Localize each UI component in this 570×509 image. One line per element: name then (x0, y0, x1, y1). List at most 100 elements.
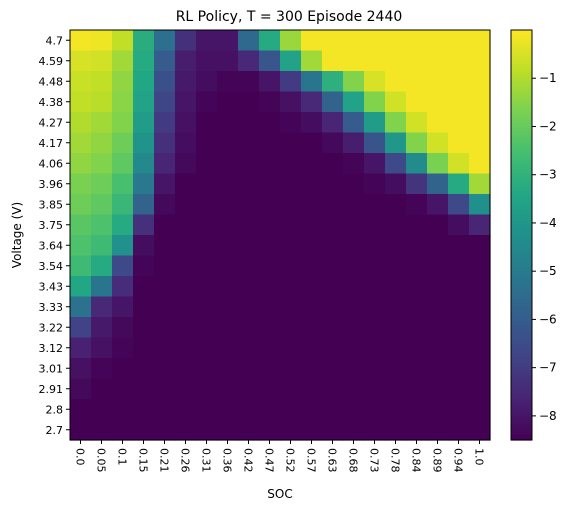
colorbar-segment (511, 182, 532, 185)
heatmap-cell (91, 419, 113, 441)
heatmap-cell (322, 173, 344, 195)
colorbar-segment (511, 268, 532, 271)
heatmap-cell (238, 235, 260, 257)
colorbar-segment (511, 118, 532, 121)
heatmap-cell (469, 153, 491, 175)
colorbar-segment (511, 190, 532, 193)
heatmap-cell (70, 132, 92, 154)
heatmap-cell (301, 235, 323, 257)
colorbar-tick-label: −4 (539, 216, 557, 230)
heatmap-cell (322, 317, 344, 339)
heatmap-cell (406, 50, 428, 72)
colorbar-segment (511, 340, 532, 343)
heatmap-cell (133, 30, 155, 52)
heatmap-cell (343, 173, 365, 195)
heatmap-cell (217, 358, 239, 380)
heatmap-cell (259, 419, 281, 441)
y-tick-label: 3.12 (39, 342, 64, 355)
colorbar-segment (511, 224, 532, 227)
heatmap-cell (175, 214, 197, 236)
colorbar-segment (511, 240, 532, 243)
heatmap-cell (364, 194, 386, 216)
colorbar-segment (511, 166, 532, 169)
heatmap-cell (154, 276, 176, 298)
colorbar-segment (511, 184, 532, 187)
heatmap-cell (448, 112, 470, 134)
colorbar-segment (511, 260, 532, 263)
heatmap-cell (112, 378, 134, 400)
heatmap-cell (364, 173, 386, 195)
heatmap-cell (406, 255, 428, 277)
colorbar-segment (511, 412, 532, 415)
colorbar-segment (511, 38, 532, 41)
heatmap-cell (322, 296, 344, 318)
heatmap-cell (259, 194, 281, 216)
colorbar-segment (511, 36, 532, 39)
heatmap-cell (322, 358, 344, 380)
heatmap-cell (448, 214, 470, 236)
heatmap-cell (175, 276, 197, 298)
heatmap-cell (238, 419, 260, 441)
heatmap-cell (406, 153, 428, 175)
colorbar-segment (511, 158, 532, 161)
heatmap-cell (469, 419, 491, 441)
y-tick-label: 3.85 (39, 198, 64, 211)
heatmap-cell (469, 173, 491, 195)
heatmap-cell (196, 132, 218, 154)
colorbar-segment (511, 198, 532, 201)
colorbar-segment (511, 278, 532, 281)
colorbar-segment (511, 54, 532, 57)
heatmap-cell (196, 255, 218, 277)
heatmap-cell (91, 112, 113, 134)
heatmap-cell (112, 214, 134, 236)
heatmap-cell (70, 91, 92, 113)
colorbar-segment (511, 438, 532, 441)
heatmap-cell (196, 235, 218, 257)
heatmap-cell (154, 317, 176, 339)
heatmap-cell (112, 153, 134, 175)
colorbar-segment (511, 256, 532, 259)
colorbar-segment (511, 114, 532, 117)
heatmap-cell (70, 173, 92, 195)
heatmap-cell (427, 337, 449, 359)
heatmap-cell (133, 194, 155, 216)
colorbar-segment (511, 356, 532, 359)
colorbar-segment (511, 48, 532, 51)
heatmap-cell (322, 91, 344, 113)
colorbar-segment (511, 154, 532, 157)
heatmap-cell (385, 91, 407, 113)
heatmap-cell (196, 71, 218, 93)
heatmap-cell (448, 50, 470, 72)
colorbar-segment (511, 138, 532, 141)
heatmap-cell (217, 91, 239, 113)
colorbar-segment (511, 282, 532, 285)
heatmap-cell (154, 50, 176, 72)
heatmap-cell (259, 91, 281, 113)
colorbar-segment (511, 156, 532, 159)
heatmap-cell (301, 91, 323, 113)
heatmap-cell (469, 317, 491, 339)
heatmap-cell (343, 50, 365, 72)
colorbar-segment (511, 70, 532, 73)
heatmap-cell (91, 358, 113, 380)
heatmap-cell (280, 112, 302, 134)
colorbar-segment (511, 74, 532, 77)
heatmap-cell (112, 358, 134, 380)
heatmap-cell (385, 296, 407, 318)
heatmap-cell (364, 153, 386, 175)
heatmap-cell (217, 173, 239, 195)
colorbar-segment (511, 428, 532, 431)
y-tick-label: 3.64 (39, 239, 64, 252)
heatmap-cell (91, 235, 113, 257)
heatmap-cell (196, 276, 218, 298)
heatmap-cell (133, 50, 155, 72)
heatmap-cell (385, 255, 407, 277)
heatmap-cell (175, 112, 197, 134)
colorbar-segment (511, 364, 532, 367)
heatmap-cell (448, 358, 470, 380)
heatmap-cell (280, 255, 302, 277)
heatmap-cell (70, 194, 92, 216)
heatmap-cell (364, 50, 386, 72)
x-tick-label: 0.63 (326, 448, 339, 473)
